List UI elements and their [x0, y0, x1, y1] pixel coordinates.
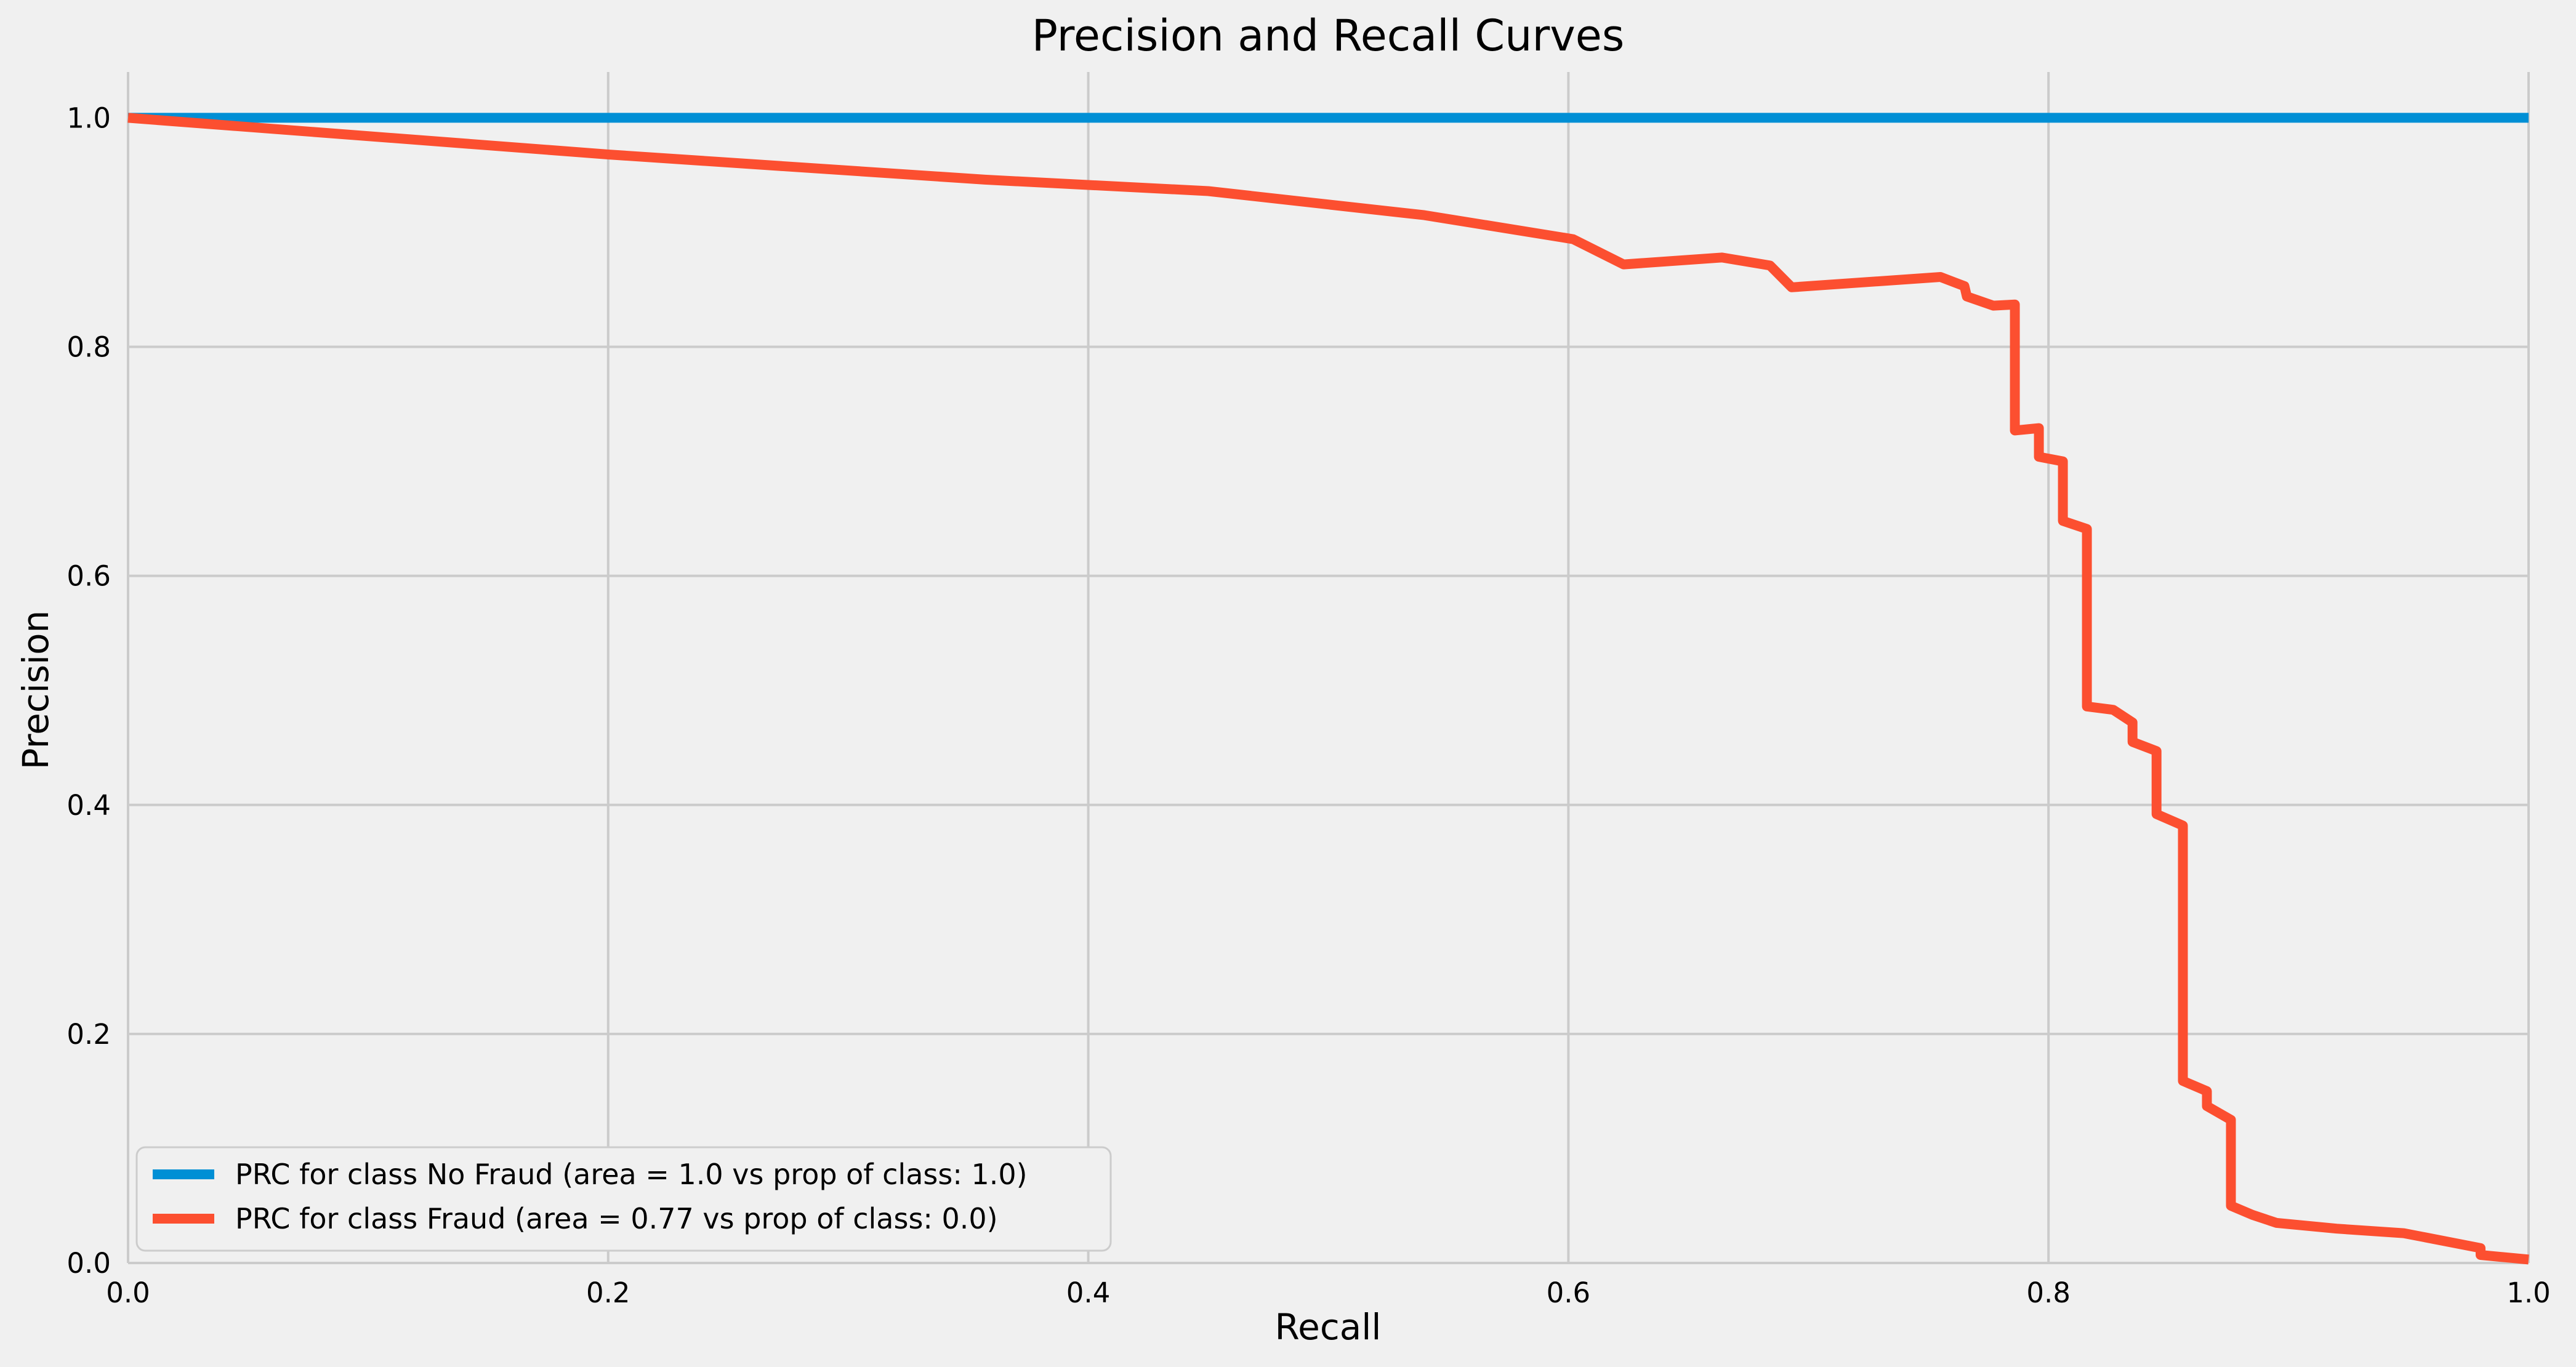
x-axis-label: Recall: [1274, 1306, 1381, 1348]
series-line-fraud: [127, 113, 2529, 1265]
y-tick-label: 0.4: [66, 789, 111, 822]
x-tick-label: 0.6: [1547, 1277, 1591, 1309]
x-tick-label: 0.2: [586, 1277, 630, 1309]
y-tick-label: 1.0: [66, 102, 111, 134]
y-axis-ticks: 0.0 0.2 0.4 0.6 0.8 1.0: [66, 102, 111, 1280]
grid-lines: [127, 72, 2530, 1264]
legend-box: [135, 1146, 1112, 1252]
legend-label-no-fraud: PRC for class No Fraud (area = 1.0 vs pr…: [235, 1158, 1028, 1191]
x-tick-label: 0.4: [1066, 1277, 1111, 1309]
y-tick-label: 0.6: [66, 560, 111, 593]
y-tick-label: 0.2: [66, 1018, 111, 1051]
x-tick-label: 1.0: [2506, 1277, 2551, 1309]
y-tick-label: 0.0: [66, 1247, 111, 1280]
legend-label-fraud: PRC for class Fraud (area = 0.77 vs prop…: [235, 1202, 998, 1235]
chart-title: Precision and Recall Curves: [1032, 10, 1625, 61]
y-tick-label: 0.8: [66, 331, 111, 364]
x-tick-label: 0.8: [2026, 1277, 2071, 1309]
series-lines: [127, 113, 2529, 1265]
legend: PRC for class No Fraud (area = 1.0 vs pr…: [135, 1146, 1112, 1252]
x-axis-ticks: 0.0 0.2 0.4 0.6 0.8 1.0: [106, 1277, 2551, 1309]
y-axis-label: Precision: [15, 611, 57, 770]
x-tick-label: 0.0: [106, 1277, 150, 1309]
